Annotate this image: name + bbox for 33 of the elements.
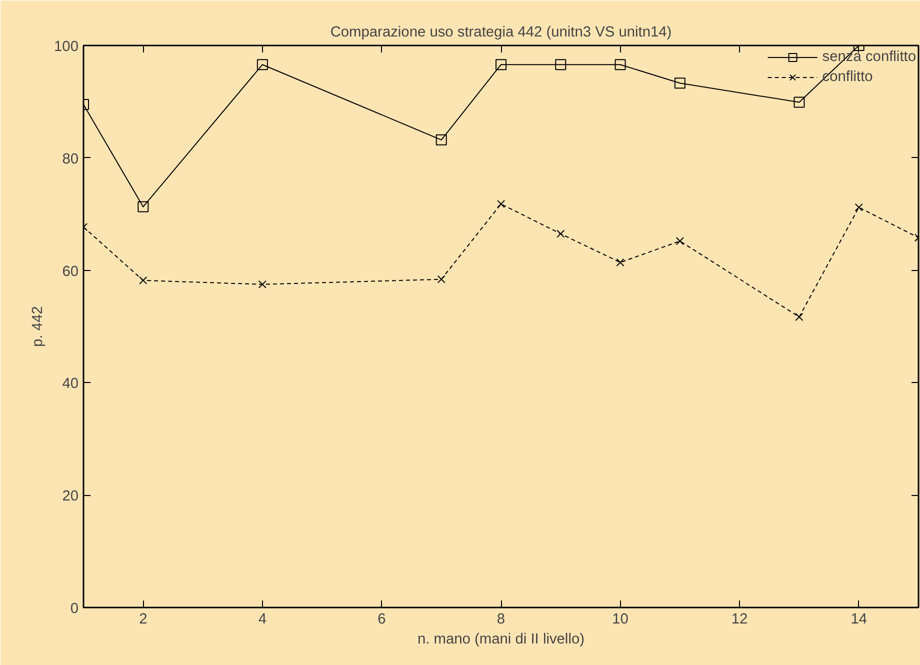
point	[139, 276, 148, 284]
y-tick-label: 40	[62, 376, 79, 392]
point	[556, 230, 565, 238]
x-tick-label: 8	[496, 612, 506, 628]
point	[854, 203, 863, 212]
point	[258, 280, 266, 288]
point	[555, 59, 566, 70]
y-tick-label: 20	[62, 488, 79, 505]
y-tick-label: 80	[62, 151, 79, 168]
point	[437, 275, 446, 284]
x-tick-label: 14	[850, 612, 868, 628]
point	[496, 200, 506, 208]
x-tick-label: 4	[258, 612, 267, 628]
point	[436, 134, 447, 146]
point	[614, 59, 626, 70]
x-tick-label: 12	[731, 612, 748, 628]
y-tick-label: 60	[62, 264, 79, 280]
x-tick-label: 6	[378, 612, 386, 628]
point	[674, 78, 686, 89]
y-tick-label: 100	[54, 39, 79, 55]
point	[496, 59, 506, 70]
point	[616, 258, 624, 266]
chart-title: Comparazione uso strategia 442 (unitn3 VS unitn14)	[330, 24, 672, 40]
point	[138, 201, 149, 212]
point	[676, 237, 684, 246]
x-tick-label: 10	[612, 612, 628, 628]
x-tick-label: 2	[139, 612, 148, 628]
point	[795, 312, 804, 321]
y-axis-title: p. 442	[30, 306, 46, 347]
point	[256, 59, 268, 70]
x-axis-title: n. mano (mani di II livello)	[418, 632, 584, 648]
y-tick-label: 0	[70, 601, 79, 617]
point	[794, 96, 805, 108]
